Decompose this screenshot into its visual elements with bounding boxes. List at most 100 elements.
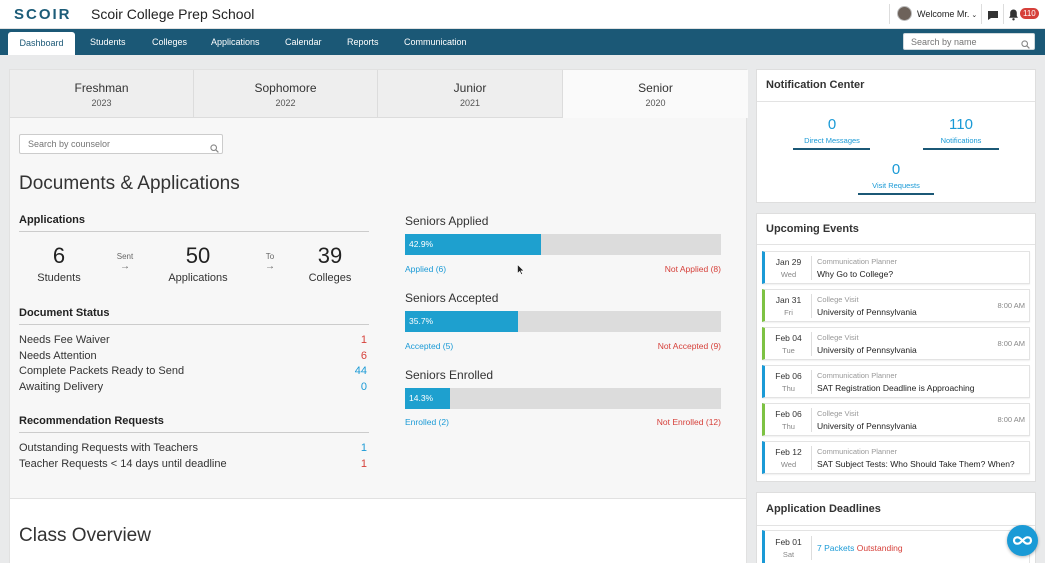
counselor-search-input[interactable] — [19, 134, 223, 154]
event-date: Feb 06 — [775, 371, 802, 381]
event-divider — [811, 332, 812, 356]
event-divider — [811, 370, 812, 394]
search-icon[interactable] — [210, 140, 219, 158]
rec-row-label: Outstanding Requests with Teachers — [19, 442, 198, 454]
application-deadlines-title: Application Deadlines — [766, 503, 881, 515]
not-applied-link[interactable]: Not Applied (8) — [664, 264, 721, 274]
nav-reports[interactable]: Reports — [347, 37, 379, 47]
event-date: Feb 06 — [775, 409, 802, 419]
accepted-link[interactable]: Accepted (5) — [405, 341, 454, 351]
chat-widget-button[interactable] — [1007, 525, 1038, 556]
tab-sophomore[interactable]: Sophomore 2022 — [194, 70, 378, 118]
class-overview-title: Class Overview — [19, 525, 151, 546]
deadline-row[interactable]: Feb 01 Sat 7 Packets Outstanding — [762, 530, 1030, 563]
students-count[interactable]: 6 — [52, 243, 66, 268]
seniors-applied-bar: 42.9% — [405, 234, 721, 255]
notifications-count[interactable]: 110 — [949, 116, 973, 133]
search-icon[interactable] — [1021, 36, 1030, 54]
applications-heading: Applications — [19, 214, 369, 232]
rec-row-value[interactable]: 1 — [360, 458, 367, 470]
not-enrolled-link[interactable]: Not Enrolled (12) — [656, 417, 721, 427]
seniors-accepted-title: Seniors Accepted — [405, 291, 499, 305]
event-day: Wed — [780, 460, 797, 469]
nav-applications[interactable]: Applications — [211, 37, 260, 47]
event-time: 8:00 AM — [997, 301, 1025, 310]
notification-badge[interactable]: 110 — [1020, 8, 1039, 19]
event-item[interactable]: Jan 31 Fri College Visit University of Penn… — [762, 289, 1030, 322]
nav-communication[interactable]: Communication — [404, 37, 467, 47]
name-search-input[interactable] — [903, 33, 1035, 50]
event-type: Communication Planner — [817, 447, 898, 456]
welcome-menu[interactable]: Welcome Mr. ⌄ — [917, 9, 977, 19]
visit-requests-label[interactable]: Visit Requests — [872, 181, 920, 190]
direct-messages-label[interactable]: Direct Messages — [804, 136, 860, 145]
direct-messages-count[interactable]: 0 — [827, 116, 837, 133]
nav-colleges[interactable]: Colleges — [152, 37, 188, 47]
event-type: College Visit — [817, 295, 859, 304]
tab-name: Sophomore — [254, 81, 317, 95]
rec-row-value[interactable]: 1 — [360, 442, 367, 454]
nav-students[interactable]: Students — [90, 37, 126, 47]
tab-name: Junior — [453, 81, 487, 95]
tab-freshman[interactable]: Freshman 2023 — [10, 70, 194, 118]
card-divider — [757, 101, 1035, 102]
event-title: SAT Subject Tests: Who Should Take Them?… — [817, 459, 1015, 469]
chevron-down-icon: ⌄ — [971, 12, 978, 19]
card-divider — [757, 244, 1035, 245]
event-day: Tue — [782, 346, 795, 355]
welcome-label: Welcome Mr. — [917, 9, 970, 19]
school-name: Scoir College Prep School — [91, 6, 255, 22]
class-overview-section: Class Overview — [10, 498, 746, 563]
mouse-cursor-icon — [517, 262, 525, 280]
status-row-value[interactable]: 0 — [360, 381, 367, 393]
nav-calendar[interactable]: Calendar — [285, 37, 322, 47]
application-deadlines-card: Application Deadlines Feb 01 Sat 7 Packe… — [756, 492, 1036, 563]
sent-label: Sent — [116, 252, 134, 261]
seniors-enrolled-title: Seniors Enrolled — [405, 368, 494, 382]
status-row-label: Awaiting Delivery — [19, 381, 104, 393]
event-item[interactable]: Feb 06 Thu College Visit University of Penn… — [762, 403, 1030, 436]
event-item[interactable]: Feb 12 Wed Communication Planner SAT Subjec… — [762, 441, 1030, 474]
bell-icon[interactable] — [1008, 8, 1019, 26]
status-row-value[interactable]: 44 — [354, 365, 367, 377]
event-title: SAT Registration Deadline is Approaching — [817, 383, 975, 393]
enrolled-link[interactable]: Enrolled (2) — [405, 417, 449, 427]
status-row-value[interactable]: 1 — [360, 334, 367, 346]
event-day: Thu — [782, 422, 795, 431]
seniors-accepted-bar: 35.7% — [405, 311, 721, 332]
applications-count[interactable]: 50 — [185, 243, 211, 268]
event-divider — [811, 294, 812, 318]
not-accepted-link[interactable]: Not Accepted (9) — [657, 341, 721, 351]
event-type: College Visit — [817, 409, 859, 418]
nav-dashboard[interactable]: Dashboard — [8, 32, 75, 55]
event-item[interactable]: Feb 04 Tue College Visit University of Penn… — [762, 327, 1030, 360]
upcoming-events-card: Upcoming Events Jan 29 Wed Communication P… — [756, 213, 1036, 482]
tab-junior[interactable]: Junior 2021 — [378, 70, 563, 118]
event-divider — [811, 446, 812, 470]
event-day: Thu — [782, 384, 795, 393]
event-item[interactable]: Feb 06 Thu Communication Planner SAT Regist… — [762, 365, 1030, 398]
tab-year: 2021 — [459, 98, 481, 108]
event-type: Communication Planner — [817, 371, 898, 380]
status-row-label: Complete Packets Ready to Send — [19, 365, 185, 377]
status-row-value[interactable]: 6 — [360, 350, 367, 362]
scoir-logo[interactable]: SCOIR — [14, 6, 72, 23]
documents-applications-title: Documents & Applications — [19, 173, 240, 194]
avatar[interactable] — [897, 6, 912, 21]
seniors-applied-fill: 42.9% — [405, 234, 541, 255]
deadline-date: Feb 01 — [775, 537, 802, 547]
event-date: Jan 29 — [775, 257, 802, 267]
notifications-label[interactable]: Notifications — [940, 136, 982, 145]
event-time: 8:00 AM — [997, 415, 1025, 424]
colleges-count[interactable]: 39 — [317, 243, 343, 268]
tab-senior[interactable]: Senior 2020 — [563, 70, 748, 118]
chat-icon[interactable] — [987, 8, 999, 26]
applied-link[interactable]: Applied (6) — [405, 264, 447, 274]
event-title: University of Pennsylvania — [817, 307, 917, 317]
visit-requests-count[interactable]: 0 — [891, 161, 901, 178]
event-item[interactable]: Jan 29 Wed Communication Planner Why Go to … — [762, 251, 1030, 284]
event-title: University of Pennsylvania — [817, 421, 917, 431]
event-date: Feb 12 — [775, 447, 802, 457]
rec-row-label: Teacher Requests < 14 days until deadlin… — [19, 458, 227, 470]
packets-outstanding-link[interactable]: 7 Packets Outstanding — [817, 543, 903, 553]
